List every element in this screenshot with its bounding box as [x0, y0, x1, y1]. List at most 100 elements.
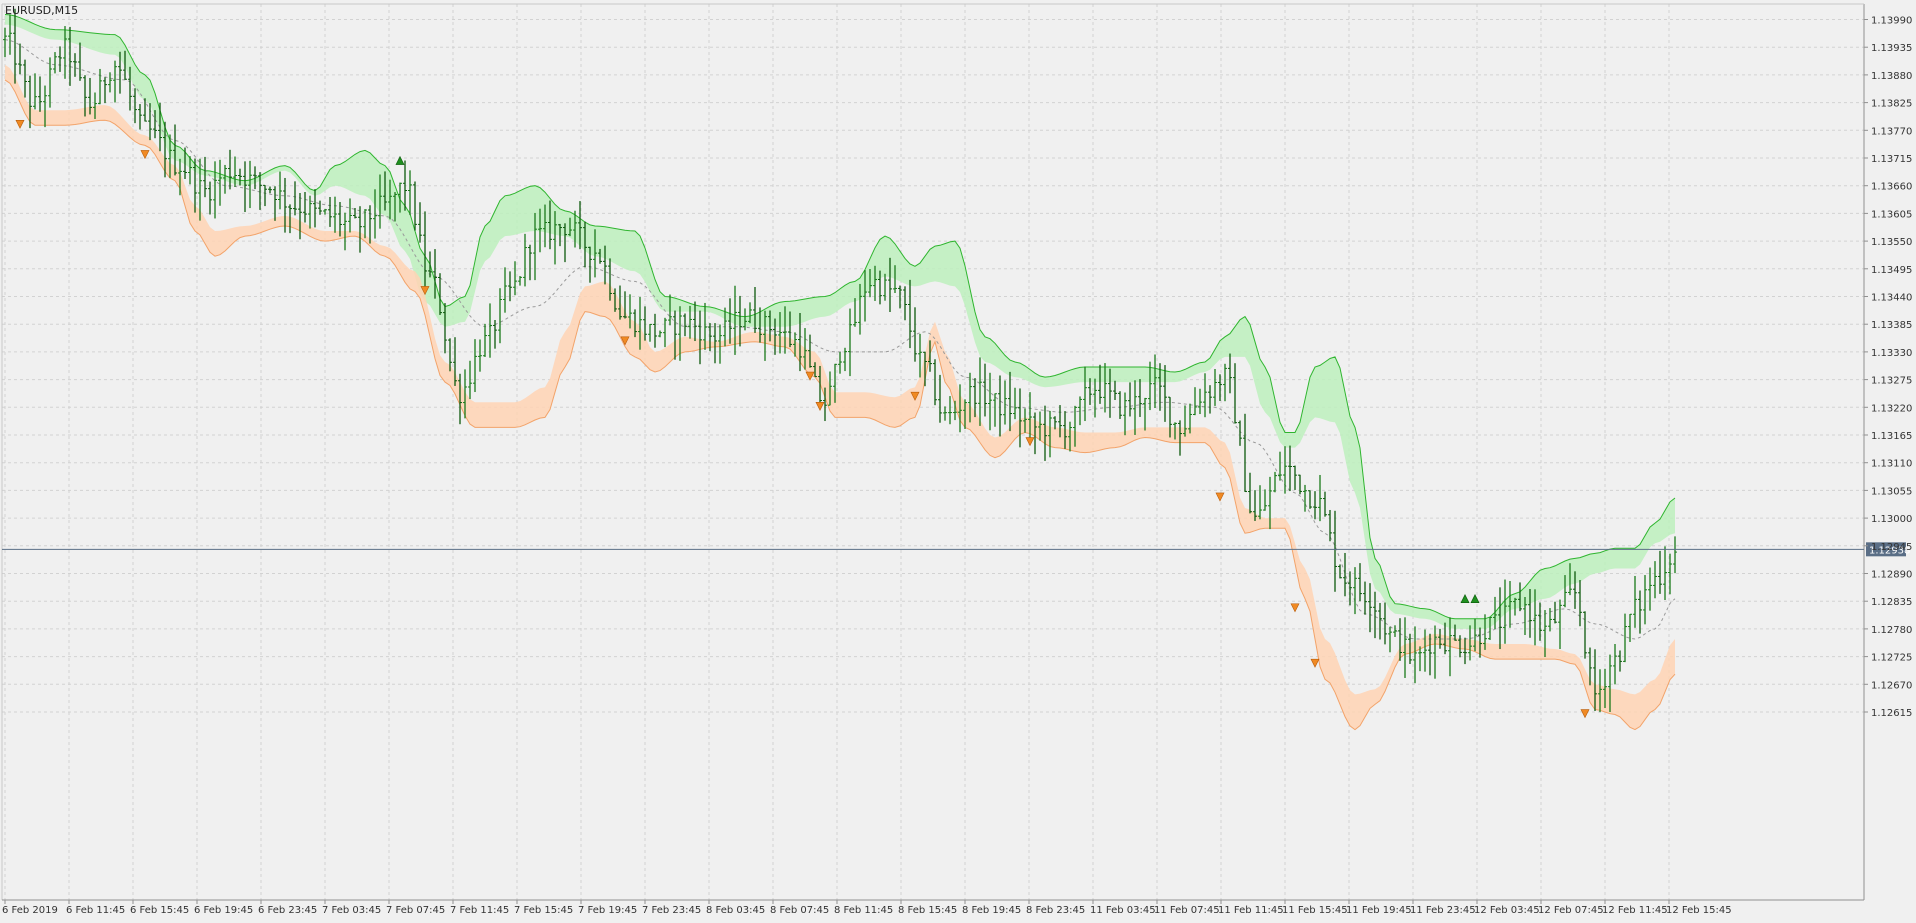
ohlc-bar: [898, 285, 902, 309]
ohlc-bar: [1438, 628, 1442, 649]
ohlc-bar: [1628, 613, 1632, 642]
ohlc-bar: [198, 158, 202, 221]
ohlc-bar: [973, 378, 977, 418]
ohlc-bar: [1113, 380, 1117, 400]
ohlc-bar: [1223, 363, 1227, 402]
y-tick-label: 1.13220: [1871, 403, 1912, 414]
ohlc-bar: [308, 195, 312, 229]
ohlc-bar: [323, 208, 327, 215]
ohlc-bar: [998, 375, 1002, 437]
ohlc-bar: [1033, 412, 1037, 455]
ohlc-bar: [53, 52, 57, 74]
ohlc-bar: [258, 172, 262, 210]
ohlc-bar: [1443, 622, 1447, 655]
y-tick-label: 1.13880: [1871, 71, 1912, 82]
current-price-line: 1.12938: [2, 542, 1910, 557]
ohlc-bar: [58, 46, 62, 72]
ohlc-bar: [888, 257, 892, 312]
ohlc-bar: [118, 51, 122, 94]
ohlc-bar: [28, 75, 32, 129]
ohlc-bar: [538, 208, 542, 253]
ohlc-bar: [448, 338, 452, 372]
ohlc-bar: [758, 307, 762, 343]
ohlc-bar: [1043, 405, 1047, 461]
y-tick-label: 1.13990: [1871, 16, 1912, 27]
ohlc-bar: [1623, 613, 1627, 663]
ohlc-bar: [863, 270, 867, 322]
ohlc-bar: [573, 210, 577, 248]
ohlc-bar: [1318, 474, 1322, 522]
sell-arrow-icon: [620, 336, 630, 346]
ohlc-bar: [1348, 571, 1352, 606]
ohlc-bar: [523, 233, 527, 287]
ohlc-bar: [1213, 368, 1217, 406]
ohlc-bar: [273, 186, 277, 221]
ohlc-bar: [93, 92, 97, 119]
ohlc-bar: [968, 372, 972, 423]
ohlc-bar: [563, 223, 567, 263]
ohlc-bar: [1168, 396, 1172, 438]
ohlc-bar: [503, 267, 507, 313]
x-tick-label: 8 Feb 03:45: [706, 905, 765, 916]
ohlc-bar: [1283, 446, 1287, 494]
ohlc-bar: [1593, 649, 1597, 711]
ohlc-bar: [243, 161, 247, 213]
ohlc-bar: [508, 271, 512, 302]
ohlc-bar: [33, 73, 37, 110]
x-tick-label: 7 Feb 07:45: [386, 905, 445, 916]
ohlc-bar: [1263, 489, 1267, 511]
ohlc-bar: [1078, 396, 1082, 426]
ohlc-bar: [1673, 536, 1677, 574]
ohlc-bar: [1298, 474, 1302, 495]
ohlc-bar: [208, 181, 212, 215]
ohlc-bar: [928, 340, 932, 372]
lower-band-fill: [5, 64, 1675, 730]
ohlc-bar: [718, 324, 722, 364]
ohlc-bar: [1053, 416, 1057, 430]
ohlc-bar: [463, 369, 467, 419]
ohlc-bar: [818, 365, 822, 404]
ohlc-bar: [228, 149, 232, 190]
ohlc-bar: [173, 124, 177, 176]
ohlc-bar: [783, 306, 787, 354]
ohlc-bar: [1028, 392, 1032, 440]
ohlc-bar: [338, 202, 342, 237]
ohlc-bar: [678, 306, 682, 361]
ohlc-bar: [1018, 388, 1022, 448]
ohlc-bar: [1108, 368, 1112, 418]
ohlc-bar: [648, 323, 652, 342]
y-tick-label: 1.13715: [1871, 154, 1912, 165]
ohlc-bar: [1418, 646, 1422, 672]
ohlc-bar: [1588, 647, 1592, 686]
ohlc-bar: [1178, 420, 1182, 456]
ohlc-bar: [98, 68, 102, 105]
ohlc-bar: [158, 102, 162, 152]
ohlc-bar: [233, 156, 237, 187]
ohlc-bar: [1233, 363, 1237, 424]
ohlc-bar: [1303, 484, 1307, 512]
ohlc-bar: [288, 204, 292, 234]
ohlc-bar: [1553, 601, 1557, 624]
ohlc-bar: [358, 206, 362, 253]
ohlc-bar: [388, 179, 392, 220]
ohlc-bar: [638, 297, 642, 350]
ohlc-bar: [1273, 471, 1277, 493]
ohlc-bar: [598, 248, 602, 264]
ohlc-bar: [1643, 575, 1647, 625]
x-tick-label: 8 Feb 23:45: [1026, 905, 1085, 916]
ohlc-bar: [1568, 563, 1572, 596]
x-tick-label: 8 Feb 19:45: [962, 905, 1021, 916]
ohlc-bar: [353, 207, 357, 219]
ohlc-bar: [878, 270, 882, 305]
ohlc-bar: [633, 309, 637, 338]
ohlc-bar: [668, 294, 672, 326]
ohlc-bar: [1063, 411, 1067, 449]
ohlc-bar: [698, 310, 702, 365]
ohlc-bar: [838, 352, 842, 374]
sell-arrow-icon: [1310, 658, 1320, 668]
price-axis: 1.13990 1.13935 1.13880 1.13825 1.13770 1.137…: [1864, 16, 1912, 719]
ohlc-bar: [703, 302, 707, 350]
